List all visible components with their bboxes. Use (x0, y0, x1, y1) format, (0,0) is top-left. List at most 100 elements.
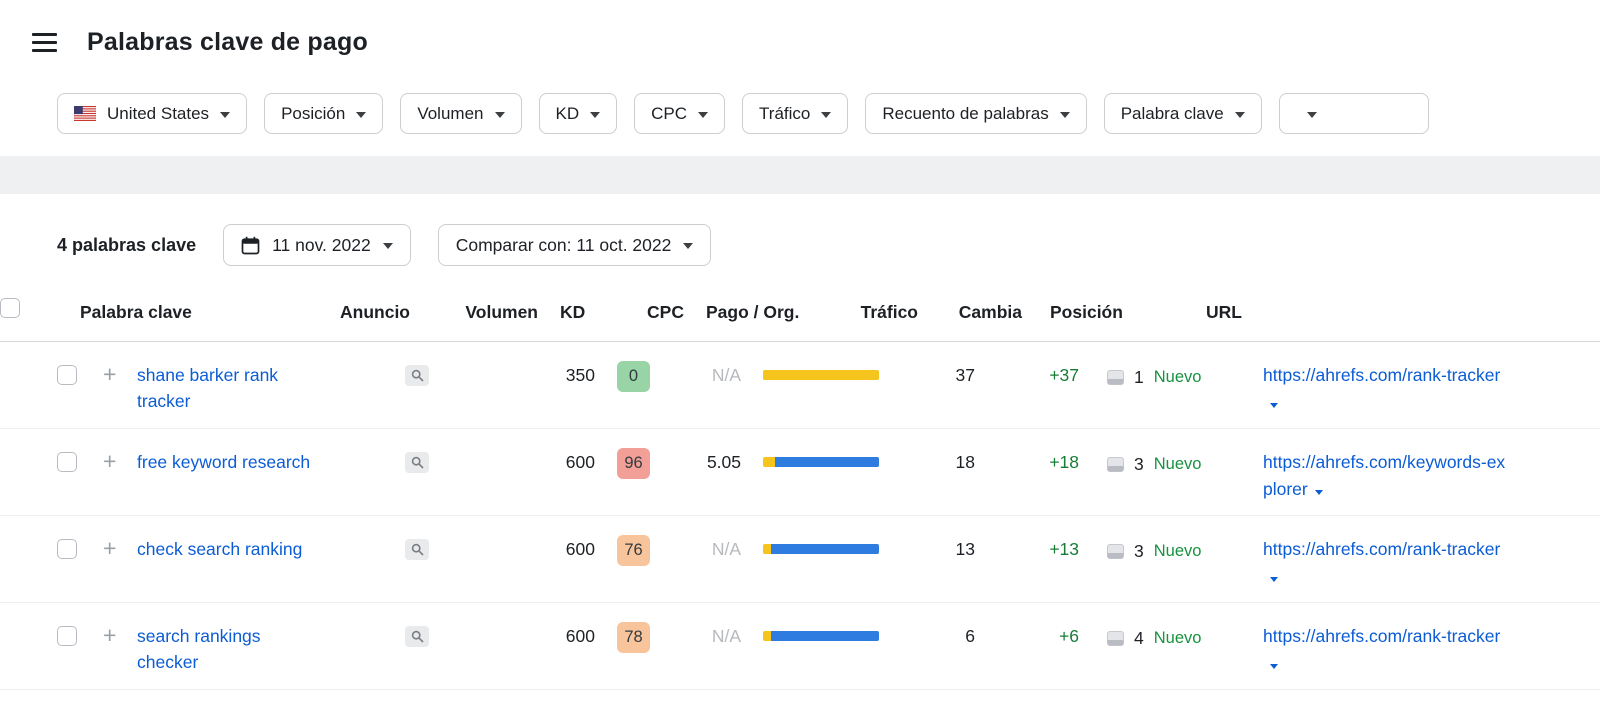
filter-label: Palabra clave (1120, 103, 1224, 123)
topbar: Palabras clave de pago (0, 0, 1600, 71)
new-badge: Nuevo (1153, 542, 1202, 560)
url-expand-icon[interactable] (1314, 490, 1323, 495)
col-paid-org[interactable]: Pago / Org. (706, 301, 800, 322)
col-volume[interactable]: Volumen (465, 301, 538, 322)
url-link[interactable]: https://ahrefs.com/rank-tracker (1263, 539, 1501, 559)
serp-preview-icon[interactable] (405, 626, 429, 647)
keywords-panel: 4 palabras clave 11 nov. 2022 Comparar c… (0, 194, 1600, 690)
date-picker-button[interactable]: 11 nov. 2022 (223, 224, 411, 266)
filter-button[interactable]: Posición (264, 93, 384, 134)
url-expand-icon[interactable] (1270, 403, 1278, 408)
traffic-value: 18 (955, 452, 975, 472)
serp-preview-icon[interactable] (405, 539, 429, 560)
change-value: +13 (1049, 539, 1079, 559)
filter-bar: United States Posición Volumen KD CPC Tr… (0, 71, 1600, 156)
col-kd[interactable]: KD (560, 301, 586, 322)
page: Palabras clave de pago United States (0, 0, 1600, 690)
calendar-icon (241, 236, 260, 255)
date-label: 11 nov. 2022 (272, 234, 371, 255)
chevron-down-icon (220, 111, 231, 118)
col-cpc[interactable]: CPC (647, 301, 684, 322)
select-all-checkbox[interactable] (0, 298, 20, 318)
chevron-down-icon (821, 111, 832, 118)
url-expand-icon[interactable] (1270, 577, 1278, 582)
filter-label: KD (555, 103, 580, 123)
filter-button[interactable]: Palabra clave (1103, 93, 1262, 134)
cpc-value: 5.05 (706, 452, 741, 472)
compare-label: Comparar con: 11 oct. 2022 (455, 234, 672, 255)
chevron-down-icon (382, 243, 393, 249)
row-checkbox[interactable] (57, 539, 77, 559)
row-checkbox[interactable] (57, 626, 77, 646)
kd-badge: 0 (617, 360, 650, 392)
paid-bar-segment (763, 457, 775, 467)
table-row: + check search ranking 600 76 N/A 13 +13 (0, 516, 1600, 603)
page-title: Palabras clave de pago (87, 28, 368, 56)
filter-button[interactable]: KD (538, 93, 618, 134)
url-link[interactable]: https://ahrefs.com/keywords-explorer (1263, 452, 1506, 499)
chevron-down-icon (356, 111, 367, 118)
change-value: +18 (1049, 452, 1079, 472)
keyword-count: 4 palabras clave (57, 234, 197, 255)
keyword-link[interactable]: free keyword research (137, 452, 311, 472)
serp-preview-icon[interactable] (405, 365, 429, 386)
url-link[interactable]: https://ahrefs.com/rank-tracker (1263, 365, 1501, 385)
keyword-link[interactable]: shane barker rank tracker (137, 365, 279, 411)
us-flag-icon (74, 106, 96, 121)
chevron-down-icon (1306, 111, 1317, 118)
paid-bar-segment (763, 544, 772, 554)
menu-icon[interactable] (30, 31, 59, 54)
filter-label: Tráfico (759, 103, 811, 123)
filter-button[interactable]: CPC (634, 93, 726, 134)
serp-feature-icon (1107, 543, 1124, 559)
keyword-link[interactable]: check search ranking (137, 539, 303, 559)
cpc-value: N/A (711, 365, 741, 385)
col-ad[interactable]: Anuncio (340, 301, 410, 322)
paid-org-bar (763, 544, 879, 554)
serp-feature-icon (1107, 369, 1124, 385)
col-url[interactable]: URL (1206, 301, 1242, 322)
chevron-down-icon (590, 111, 601, 118)
chevron-down-icon (698, 111, 709, 118)
paid-org-bar (763, 631, 879, 641)
new-badge: Nuevo (1153, 455, 1202, 473)
filter-button[interactable]: Recuento de palabras (865, 93, 1087, 134)
change-value: +37 (1049, 365, 1079, 385)
panel-toolbar: 4 palabras clave 11 nov. 2022 Comparar c… (0, 194, 1600, 292)
serp-feature-icon (1107, 630, 1124, 646)
new-badge: Nuevo (1153, 368, 1202, 386)
cpc-value: N/A (711, 626, 741, 646)
filter-label: Volumen (417, 103, 484, 123)
compare-date-button[interactable]: Comparar con: 11 oct. 2022 (437, 224, 712, 266)
row-checkbox[interactable] (57, 365, 77, 385)
paid-org-bar (763, 370, 879, 380)
col-traffic[interactable]: Tráfico (860, 301, 918, 322)
add-to-list-icon[interactable]: + (103, 535, 117, 561)
table-row: + search rankings checker 600 78 N/A 6 +… (0, 603, 1600, 690)
col-keyword[interactable]: Palabra clave (80, 301, 192, 322)
position-value: 1 (1134, 367, 1144, 387)
chevron-down-icon (683, 243, 694, 249)
organic-bar-segment (771, 631, 879, 641)
serp-preview-icon[interactable] (405, 452, 429, 473)
keyword-link[interactable]: search rankings checker (137, 626, 261, 672)
change-value: +6 (1059, 626, 1079, 646)
col-change[interactable]: Cambia (958, 301, 1022, 322)
col-position[interactable]: Posición (1050, 301, 1123, 322)
url-link[interactable]: https://ahrefs.com/rank-tracker (1263, 626, 1501, 646)
volume-value: 350 (565, 365, 595, 385)
traffic-value: 37 (955, 365, 975, 385)
volume-value: 600 (565, 452, 595, 472)
add-to-list-icon[interactable]: + (103, 448, 117, 474)
filter-button[interactable]: Volumen (400, 93, 522, 134)
filter-button[interactable]: Tráfico (742, 93, 849, 134)
chevron-down-icon (1234, 111, 1245, 118)
filter-country[interactable]: United States (57, 93, 248, 134)
row-checkbox[interactable] (57, 452, 77, 472)
volume-value: 600 (565, 626, 595, 646)
url-expand-icon[interactable] (1270, 664, 1278, 669)
filter-button[interactable] (1278, 93, 1429, 134)
add-to-list-icon[interactable]: + (103, 361, 117, 387)
organic-bar-segment (774, 457, 879, 467)
add-to-list-icon[interactable]: + (103, 622, 117, 648)
